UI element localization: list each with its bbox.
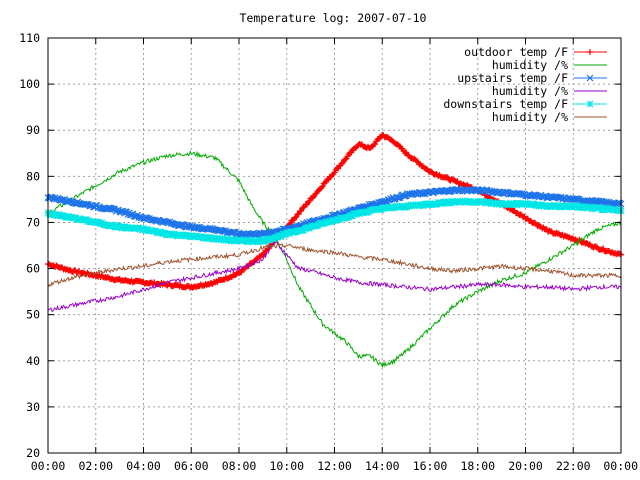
legend-entry: outdoor temp /F [464,45,607,59]
data-point [252,231,260,239]
legend-marker [587,49,593,55]
series-layer [44,131,625,369]
data-point [413,158,420,165]
x-tick-label: 08:00 [222,459,257,473]
y-tick-label: 70 [26,215,40,229]
chart-title: Temperature log: 2007-07-10 [240,11,427,25]
y-tick-label: 20 [26,446,40,460]
legend-label: humidity /% [492,110,568,124]
data-point [298,207,305,214]
series-3 [47,240,622,312]
data-point [331,169,338,176]
x-tick-label: 06:00 [174,459,209,473]
data-point [376,134,383,141]
data-point [372,140,379,147]
data-point [82,216,90,223]
data-point [229,228,237,236]
data-point [95,218,103,226]
y-tick-label: 40 [26,354,40,368]
legend-entry: upstairs temp /F [457,71,607,85]
data-point [109,205,116,213]
y-tick-label: 110 [19,31,40,45]
legend-label: outdoor temp /F [464,45,568,59]
legend-label: upstairs temp /F [457,71,568,85]
data-point [338,160,345,167]
series-4 [44,197,625,246]
legend-entry: humidity /% [492,58,607,72]
data-point [394,194,402,202]
x-tick-label: 00:00 [603,459,638,473]
series-line [47,150,622,369]
legend-marker [586,100,594,108]
x-tick-label: 12:00 [317,459,352,473]
y-tick-label: 60 [26,262,40,276]
data-point [178,221,186,228]
x-tick-label: 20:00 [508,459,543,473]
series-1 [47,150,622,369]
legend-label: humidity /% [492,84,568,98]
data-point [348,149,355,156]
y-tick-label: 30 [26,400,40,414]
series-5 [47,242,622,288]
data-point [400,192,408,200]
data-point [616,250,623,257]
data-point [319,183,326,190]
legend-label: humidity /% [492,58,568,72]
x-tick-label: 16:00 [413,459,448,473]
axis-ticks: 20 30 40 50 60 70 80 90 100 110 00:00 02:00 04:00 06:… [19,31,638,473]
data-point [395,142,402,149]
y-tick-label: 80 [26,169,40,183]
legend-marker [586,74,594,82]
y-tick-label: 90 [26,123,40,137]
x-tick-label: 10:00 [269,459,304,473]
legend-entry: humidity /% [492,110,607,124]
legend-label: downstairs temp /F [443,97,568,111]
data-point [300,204,307,211]
y-tick-label: 100 [19,77,40,91]
x-tick-label: 14:00 [365,459,400,473]
data-point [82,200,90,208]
x-tick-label: 02:00 [78,459,113,473]
x-tick-label: 00:00 [31,459,66,473]
x-tick-label: 22:00 [556,459,591,473]
series-line [47,242,622,288]
series-line [47,240,622,312]
data-point [292,214,299,221]
x-tick-label: 04:00 [126,459,161,473]
x-tick-label: 18:00 [460,459,495,473]
y-tick-label: 50 [26,308,40,322]
data-point [238,269,245,276]
legend-entry: downstairs temp /F [443,97,607,111]
legend-entry: humidity /% [492,84,607,98]
data-point [342,156,349,163]
